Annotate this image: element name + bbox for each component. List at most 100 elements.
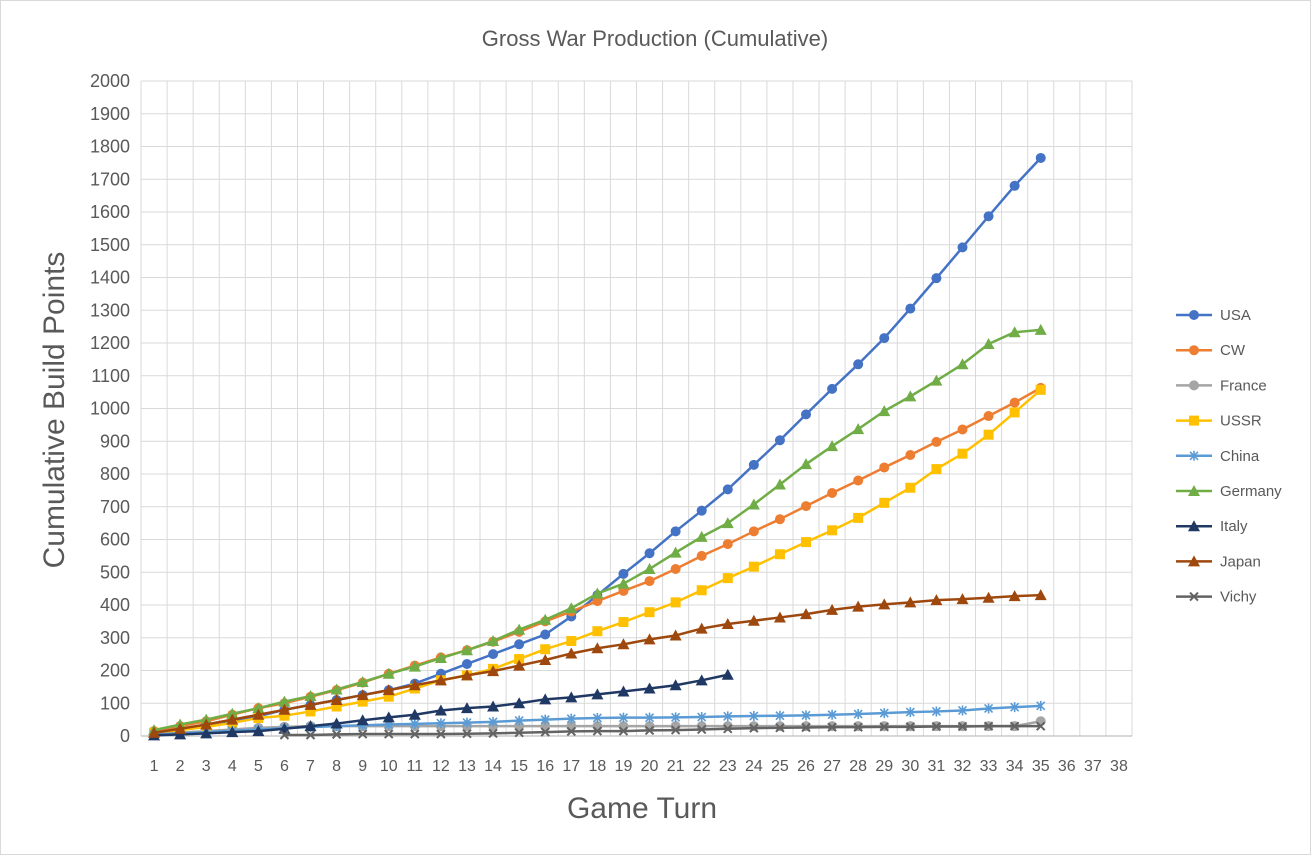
data-point bbox=[905, 722, 916, 732]
legend-item-vichy: Vichy bbox=[1176, 589, 1257, 606]
legend-marker bbox=[1189, 310, 1199, 320]
data-point bbox=[774, 721, 785, 732]
data-point bbox=[617, 685, 630, 697]
legend-marker bbox=[1188, 485, 1200, 496]
data-point bbox=[592, 626, 603, 637]
data-point bbox=[252, 702, 265, 714]
data-point bbox=[461, 658, 472, 669]
data-point bbox=[982, 591, 995, 603]
data-point bbox=[879, 708, 889, 719]
data-point bbox=[905, 707, 915, 718]
data-point bbox=[748, 721, 759, 732]
data-point bbox=[330, 683, 343, 695]
x-tick-label: 7 bbox=[306, 758, 315, 775]
data-point bbox=[514, 715, 524, 726]
data-point bbox=[356, 714, 369, 726]
data-point bbox=[540, 644, 551, 655]
data-point bbox=[879, 497, 890, 508]
legend-label: Vichy bbox=[1220, 589, 1257, 606]
data-point bbox=[800, 458, 813, 470]
legend-item-cw: CW bbox=[1176, 342, 1246, 359]
x-tick-label: 8 bbox=[332, 758, 341, 775]
data-point bbox=[540, 727, 550, 737]
data-point bbox=[1009, 407, 1020, 418]
data-point bbox=[748, 561, 759, 572]
data-point bbox=[383, 691, 394, 702]
data-point bbox=[670, 725, 681, 735]
data-point bbox=[721, 617, 734, 629]
y-tick-label: 1500 bbox=[90, 235, 130, 255]
data-point bbox=[749, 711, 759, 722]
data-point bbox=[748, 459, 759, 470]
data-point bbox=[773, 611, 786, 623]
data-point bbox=[436, 729, 446, 739]
x-tick-label: 34 bbox=[1006, 758, 1024, 775]
data-point bbox=[434, 652, 447, 664]
data-point bbox=[487, 635, 500, 647]
data-point bbox=[853, 709, 863, 720]
data-point bbox=[643, 682, 656, 694]
legend-label: USA bbox=[1220, 307, 1251, 324]
series-germany bbox=[148, 323, 1047, 736]
y-tick-label: 400 bbox=[100, 595, 130, 615]
data-point bbox=[669, 629, 682, 641]
data-point bbox=[488, 716, 498, 727]
data-point bbox=[1034, 323, 1047, 335]
y-tick-label: 200 bbox=[100, 661, 130, 681]
data-point bbox=[749, 723, 759, 733]
data-point bbox=[460, 644, 473, 656]
data-point bbox=[879, 722, 889, 732]
data-point bbox=[539, 613, 552, 625]
y-tick-label: 800 bbox=[100, 464, 130, 484]
data-point bbox=[669, 679, 682, 691]
data-point bbox=[330, 693, 343, 705]
data-point bbox=[957, 242, 968, 253]
legend-label: CW bbox=[1220, 342, 1246, 359]
x-tick-label: 3 bbox=[202, 758, 211, 775]
data-point bbox=[488, 728, 498, 739]
data-point bbox=[148, 726, 161, 738]
legend-label: China bbox=[1220, 448, 1260, 465]
data-point bbox=[618, 568, 629, 579]
data-point bbox=[904, 390, 917, 402]
data-point bbox=[696, 505, 707, 516]
data-point bbox=[278, 695, 291, 707]
data-point bbox=[513, 623, 526, 635]
legend-marker bbox=[1189, 345, 1199, 356]
data-point bbox=[382, 711, 395, 723]
data-point bbox=[462, 717, 472, 728]
data-point bbox=[773, 478, 786, 490]
data-point bbox=[827, 709, 837, 720]
x-tick-label: 31 bbox=[928, 758, 946, 775]
y-tick-label: 100 bbox=[100, 693, 130, 713]
data-point bbox=[670, 526, 681, 537]
legend-label: Italy bbox=[1220, 518, 1248, 535]
legend-marker bbox=[1188, 555, 1200, 567]
x-tick-label: 9 bbox=[358, 758, 367, 775]
data-point bbox=[1035, 152, 1046, 163]
legend-marker bbox=[1189, 380, 1199, 391]
data-point bbox=[905, 482, 916, 493]
data-point bbox=[957, 705, 968, 716]
data-point bbox=[878, 598, 891, 610]
legend-marker bbox=[1188, 520, 1200, 532]
data-point bbox=[671, 712, 681, 723]
x-tick-label: 13 bbox=[458, 758, 476, 775]
data-point bbox=[957, 448, 968, 459]
data-point bbox=[1036, 700, 1046, 711]
y-tick-label: 1800 bbox=[90, 137, 130, 157]
data-point bbox=[408, 679, 421, 691]
data-point bbox=[1008, 326, 1021, 338]
y-tick-label: 1600 bbox=[90, 202, 130, 222]
data-point bbox=[695, 674, 708, 686]
data-point bbox=[460, 702, 473, 714]
data-point bbox=[592, 712, 602, 723]
data-point bbox=[853, 359, 864, 370]
legend-item-italy: Italy bbox=[1176, 518, 1248, 535]
data-point bbox=[879, 462, 890, 473]
data-point bbox=[304, 690, 317, 702]
data-point bbox=[566, 713, 576, 724]
legend-marker bbox=[1189, 415, 1199, 426]
data-point bbox=[514, 639, 525, 650]
